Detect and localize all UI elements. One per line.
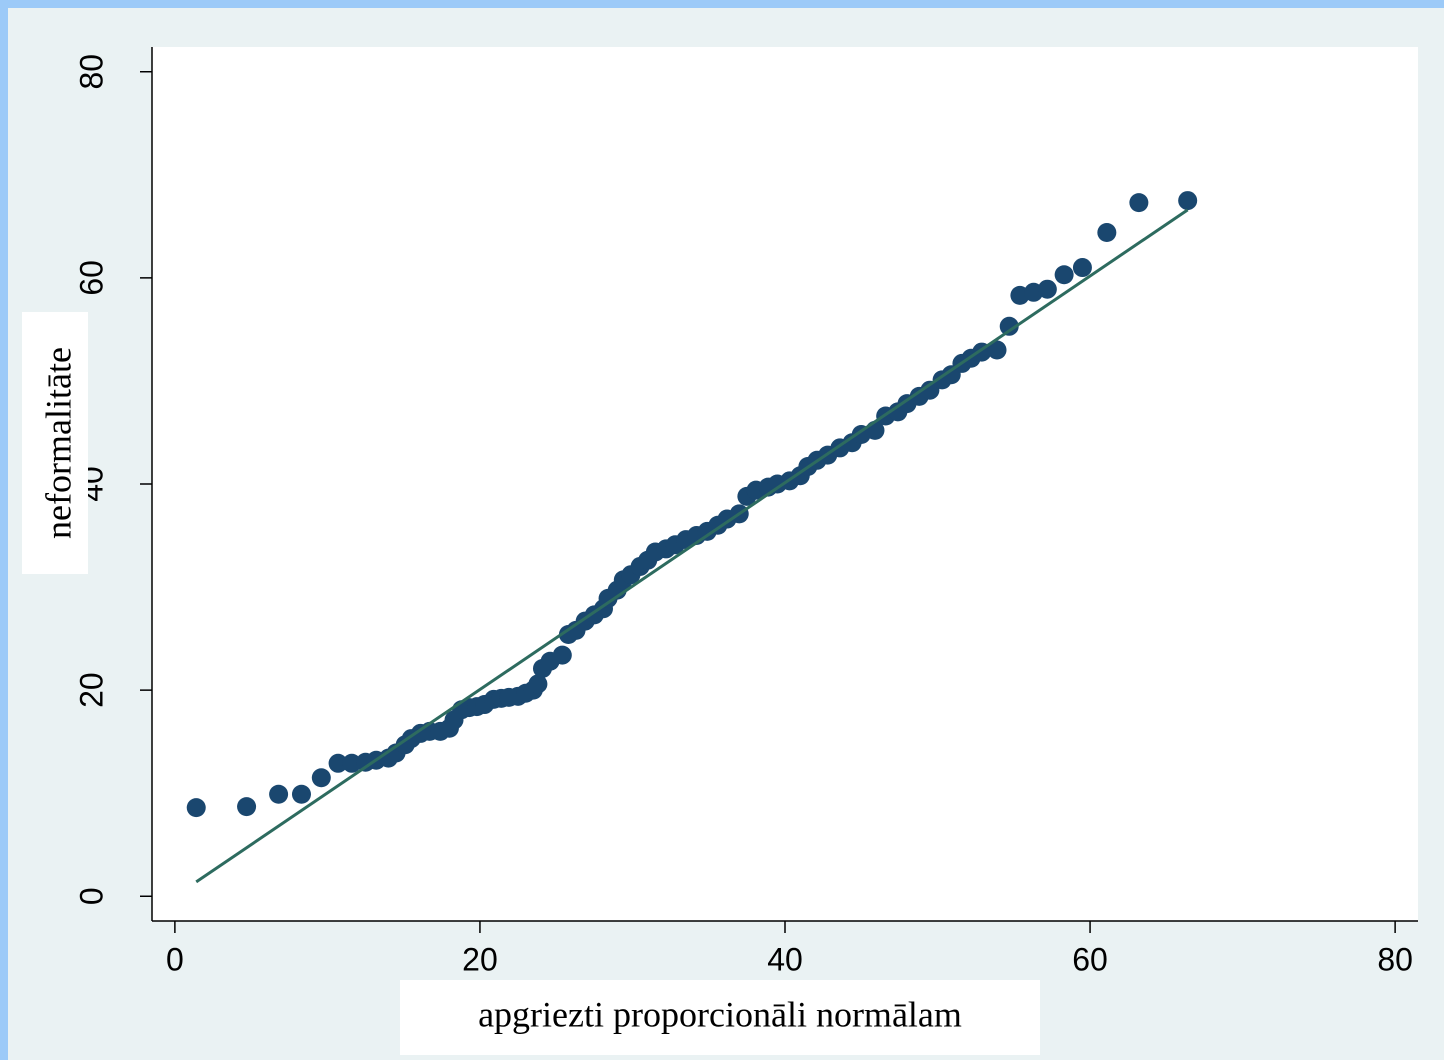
point [186, 798, 206, 818]
point [328, 753, 348, 773]
y-tick-label: 80 [73, 54, 109, 90]
y-tick-label: 60 [73, 260, 109, 296]
point [528, 674, 548, 694]
point [269, 784, 289, 804]
point [1097, 223, 1117, 243]
plot-layer: 0 20 40 60 80 [140, 70, 1413, 977]
x-tick-label: 40 [767, 941, 803, 977]
point [999, 316, 1019, 336]
point [1072, 258, 1092, 278]
point [1129, 193, 1149, 213]
y-axis-title: neformalitāte [38, 347, 78, 539]
x-title-box [400, 980, 1040, 1055]
y-tick-label: 20 [73, 672, 109, 708]
point [291, 784, 311, 804]
fit-line [195, 208, 1189, 884]
y-title-box [22, 312, 88, 574]
point [987, 340, 1007, 360]
point [1037, 279, 1057, 299]
y-tick-label: 0 [73, 887, 109, 905]
point [237, 797, 257, 817]
point [1054, 265, 1074, 285]
x-tick-label: 80 [1377, 941, 1413, 977]
point [552, 645, 572, 665]
point [311, 768, 331, 788]
x-tick-label: 60 [1072, 941, 1108, 977]
x-tick-label: 0 [166, 941, 184, 977]
point [1178, 191, 1198, 211]
x-axis-title: apgriezti proporcionāli normālam [478, 994, 962, 1034]
x-tick-label: 20 [462, 941, 498, 977]
point [342, 753, 362, 773]
